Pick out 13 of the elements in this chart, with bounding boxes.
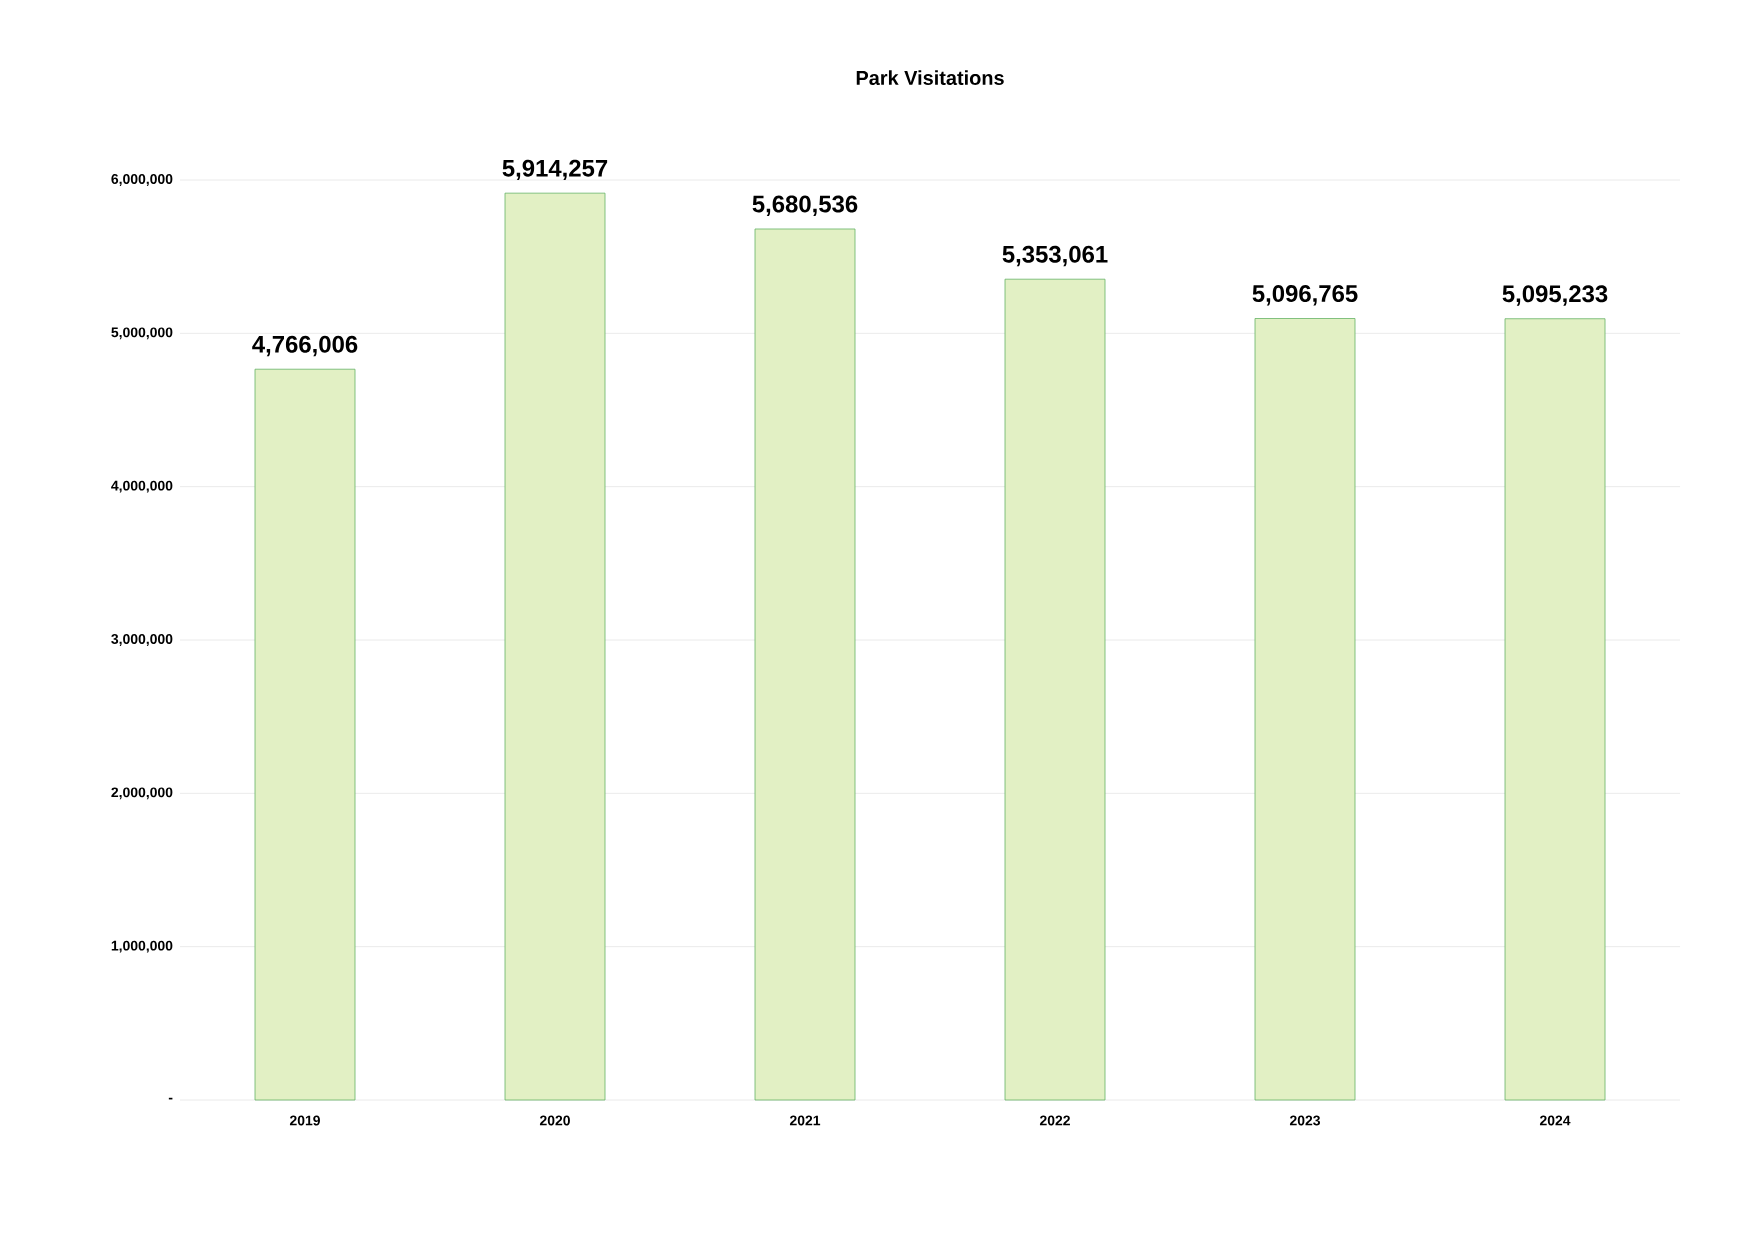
- bar: [254, 368, 356, 1101]
- data-label: 5,353,061: [1002, 245, 1108, 267]
- bar: [1004, 278, 1106, 1101]
- bar: [504, 192, 606, 1101]
- data-label: 5,680,536: [752, 195, 858, 216]
- bar: [754, 228, 856, 1101]
- data-label: 5,095,233: [1502, 285, 1608, 306]
- data-label: 5,096,765: [1252, 285, 1358, 306]
- chart-title: Park Visitations: [856, 70, 1004, 85]
- bar: [1254, 318, 1356, 1101]
- data-label: 5,914,257: [502, 159, 608, 181]
- data-label: 4,766,006: [252, 335, 358, 357]
- bar: [1504, 318, 1606, 1101]
